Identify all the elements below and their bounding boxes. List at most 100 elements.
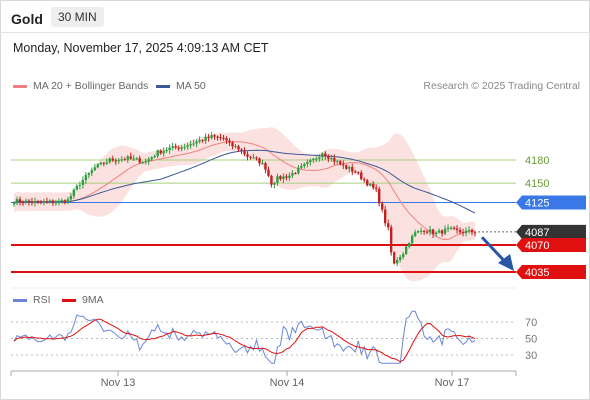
candle-body <box>342 164 345 166</box>
rsi-swatch <box>13 298 27 302</box>
candle-body <box>324 153 327 157</box>
candle-body <box>129 156 132 159</box>
candle-body <box>18 199 22 203</box>
candle-body <box>180 147 183 149</box>
candle-body <box>114 160 117 162</box>
x-tick-label: Nov 14 <box>270 377 305 389</box>
candle-body <box>312 158 315 161</box>
candle-body <box>72 189 76 197</box>
candle-body <box>117 160 120 162</box>
candle-body <box>258 158 261 164</box>
candle-body <box>360 172 363 180</box>
candle-body <box>183 146 186 148</box>
candle-body <box>93 167 97 171</box>
chart-header: Gold 30 MIN <box>0 0 590 36</box>
candle-body <box>434 232 438 235</box>
candle-body <box>108 158 111 163</box>
candle-body <box>366 180 369 186</box>
candle-body <box>162 150 165 154</box>
candle-body <box>216 136 219 138</box>
candle-body <box>410 235 414 244</box>
candle-body <box>102 162 106 164</box>
candle-body <box>243 150 246 155</box>
candle-body <box>333 157 336 162</box>
candle-body <box>246 154 249 157</box>
candle-body <box>357 172 360 174</box>
candle-body <box>431 229 435 235</box>
candle-body <box>413 232 417 236</box>
candle-body <box>210 135 213 138</box>
level-label-4150: 4150 <box>525 178 549 190</box>
rsi-tick-50: 50 <box>525 334 537 346</box>
candle-body <box>237 146 240 150</box>
research-credit: Research © 2025 Trading Central <box>423 80 580 92</box>
ma50-label: MA 50 <box>176 80 206 92</box>
candle-body <box>198 140 201 142</box>
candle-body <box>279 176 282 180</box>
candle-body <box>153 156 156 158</box>
candle-body <box>285 176 288 178</box>
candle-body <box>222 137 225 139</box>
level-tag-4087 <box>516 224 586 239</box>
candle-body <box>300 165 303 168</box>
header-divider <box>0 32 590 33</box>
candle-body <box>309 160 312 163</box>
candle-body <box>15 199 19 204</box>
candle-body <box>69 196 73 200</box>
candle-body <box>425 231 429 233</box>
candle-body <box>458 230 462 233</box>
candle-body <box>303 163 306 166</box>
candle-body <box>45 201 49 203</box>
candle-body <box>150 157 153 160</box>
forecast-arrow-shaft <box>480 236 508 264</box>
candle-body <box>386 223 390 228</box>
candle-body <box>249 156 252 158</box>
candle-body <box>422 230 426 232</box>
candle-body <box>189 144 192 146</box>
candle-body <box>135 158 138 160</box>
candle-body <box>240 149 243 151</box>
candle-body <box>354 171 357 173</box>
candle-body <box>90 170 94 174</box>
forecast-arrow-head <box>498 254 514 271</box>
candle-body <box>389 227 393 253</box>
candle-body <box>78 184 82 186</box>
level-label-4125: 4125 <box>525 197 549 209</box>
level-label-4087: 4087 <box>525 227 549 239</box>
candle-body <box>24 200 28 203</box>
candle-body <box>48 200 52 202</box>
candle-body <box>171 146 174 148</box>
candle-body <box>297 167 300 174</box>
timeframe-badge[interactable]: 30 MIN <box>51 7 104 27</box>
candle-body <box>75 185 79 190</box>
rsi-tick-70: 70 <box>525 317 537 329</box>
candle-body <box>87 173 91 176</box>
candle-body <box>369 183 372 186</box>
legend-rsi-ma: 9MA <box>62 294 104 306</box>
ma20-swatch <box>13 84 27 88</box>
candle-body <box>195 141 198 144</box>
level-label-4180: 4180 <box>525 155 549 167</box>
datetime-label: Monday, November 17, 2025 4:09:13 AM CET <box>13 41 269 55</box>
candle-body <box>201 140 204 142</box>
candle-body <box>264 163 267 170</box>
candle-body <box>375 187 378 189</box>
ma20-label: MA 20 + Bollinger Bands <box>33 80 149 92</box>
candle-body <box>60 200 64 202</box>
candle-body <box>464 230 468 234</box>
level-label-4035: 4035 <box>525 267 549 279</box>
candle-body <box>282 176 285 180</box>
x-tick-label: Nov 17 <box>435 377 470 389</box>
candle-body <box>111 158 114 161</box>
candle-body <box>66 199 70 203</box>
bollinger-band <box>14 127 475 282</box>
candle-body <box>123 159 126 161</box>
candle-body <box>288 175 291 178</box>
candle-body <box>30 201 34 203</box>
candle-body <box>144 161 147 163</box>
candle-body <box>416 231 420 233</box>
candle-body <box>156 150 159 157</box>
candle-body <box>213 135 216 137</box>
rsi-ma-swatch <box>62 298 76 302</box>
